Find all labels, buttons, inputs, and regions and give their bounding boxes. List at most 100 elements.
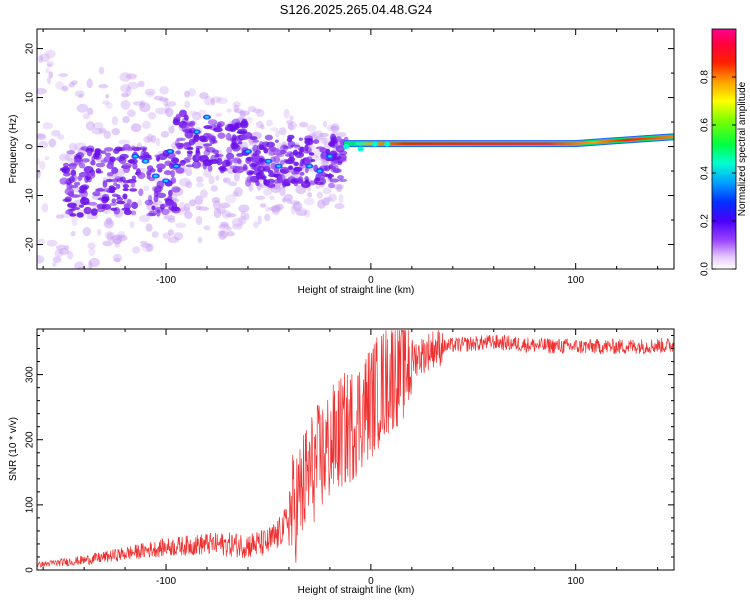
amplitude-blob: [253, 221, 259, 229]
amplitude-blob: [266, 119, 273, 127]
amplitude-blob: [115, 156, 126, 162]
amplitude-blob: [263, 147, 269, 154]
snr-xlabel: Height of straight line (km): [298, 585, 415, 596]
amplitude-blob: [248, 170, 255, 175]
amplitude-blob: [276, 164, 281, 168]
amplitude-blob: [69, 213, 77, 217]
amplitude-blob: [252, 152, 258, 157]
amplitude-blob: [290, 144, 301, 148]
amplitude-blob: [37, 132, 46, 139]
spectral-line-knot: [343, 144, 350, 150]
amplitude-blob: [219, 202, 231, 209]
amplitude-blob: [226, 231, 235, 237]
amplitude-blob: [293, 201, 303, 212]
amplitude-blob: [192, 111, 201, 121]
amplitude-blob: [224, 123, 235, 132]
amplitude-blob: [98, 84, 109, 89]
amplitude-blob: [105, 94, 110, 99]
colorbar-ticks: 0.0 0.2 0.4 0.6 0.8: [700, 70, 736, 276]
amplitude-blob: [152, 186, 157, 192]
amplitude-blob: [143, 185, 150, 192]
amplitude-blob: [216, 97, 228, 105]
amplitude-blob: [341, 155, 347, 161]
amplitude-blob: [147, 112, 157, 120]
amplitude-blob: [303, 197, 315, 206]
amplitude-blob: [78, 204, 85, 208]
amplitude-blob: [267, 170, 274, 175]
amplitude-blob: [332, 153, 337, 161]
amplitude-blob: [322, 120, 328, 128]
amplitude-blob: [131, 175, 137, 181]
amplitude-blob: [211, 196, 221, 204]
amplitude-blob: [174, 139, 180, 148]
colorbar-tick-label: 0.8: [700, 70, 711, 84]
amplitude-blob: [225, 152, 235, 160]
amplitude-blob: [262, 188, 273, 196]
amplitude-blob: [129, 188, 138, 192]
amplitude-blob: [205, 115, 210, 119]
amplitude-blob: [111, 167, 119, 174]
amplitude-blob: [165, 107, 174, 117]
amplitude-blob: [304, 144, 309, 152]
amplitude-blob: [181, 159, 191, 163]
amplitude-blob: [221, 210, 232, 219]
x-tick-label: 100: [567, 576, 584, 587]
amplitude-blob: [278, 174, 286, 182]
amplitude-blob: [155, 107, 167, 115]
amplitude-blob: [185, 181, 193, 189]
amplitude-blob: [68, 82, 75, 88]
amplitude-blob: [184, 100, 191, 109]
amplitude-blob: [38, 55, 44, 63]
amplitude-blob: [52, 261, 57, 267]
amplitude-blob: [315, 146, 325, 150]
amplitude-blob: [58, 248, 70, 255]
amplitude-blob: [255, 195, 266, 200]
amplitude-blob: [273, 152, 283, 156]
amplitude-blob: [238, 204, 250, 213]
amplitude-blob: [142, 120, 151, 130]
spectral-line-knot: [357, 146, 364, 152]
amplitude-blob: [320, 153, 327, 158]
amplitude-blob: [143, 136, 152, 144]
spectral-line-knot: [371, 141, 378, 147]
amplitude-blob: [225, 160, 231, 167]
figure-title: S126.2025.265.04.48.G24: [280, 2, 433, 17]
amplitude-blob: [312, 130, 324, 139]
amplitude-blob: [156, 192, 167, 199]
amplitude-blob: [40, 53, 50, 63]
amplitude-blob: [335, 136, 342, 142]
amplitude-blob: [217, 120, 225, 127]
amplitude-blob: [184, 90, 190, 98]
amplitude-blob: [67, 250, 74, 260]
amplitude-blob: [95, 168, 102, 174]
amplitude-blob: [207, 119, 218, 126]
amplitude-blob: [245, 150, 250, 153]
amplitude-blob: [330, 123, 340, 133]
amplitude-blob: [109, 202, 118, 206]
amplitude-blob: [287, 121, 298, 130]
amplitude-blob: [295, 207, 308, 216]
amplitude-blob: [145, 243, 154, 252]
amplitude-blob: [239, 135, 250, 140]
amplitude-blob: [278, 127, 287, 136]
amplitude-blob: [113, 257, 121, 263]
amplitude-blob: [163, 97, 168, 107]
amplitude-blob: [112, 238, 122, 245]
amplitude-blob: [210, 97, 215, 106]
amplitude-blob: [122, 180, 130, 184]
amplitude-blob: [247, 105, 257, 113]
y-tick-label: 200: [25, 431, 36, 448]
amplitude-blob: [130, 180, 136, 188]
amplitude-blob: [185, 167, 193, 177]
amplitude-blob: [46, 239, 58, 247]
amplitude-blob: [88, 257, 101, 268]
amplitude-blob: [74, 90, 85, 97]
amplitude-blob: [158, 97, 169, 102]
amplitude-blob: [58, 153, 70, 161]
amplitude-blob: [288, 123, 294, 131]
amplitude-blob: [218, 166, 227, 171]
amplitude-blob: [145, 223, 153, 232]
colorbar-tick-label: 0.4: [700, 166, 711, 180]
amplitude-blob: [310, 158, 316, 163]
